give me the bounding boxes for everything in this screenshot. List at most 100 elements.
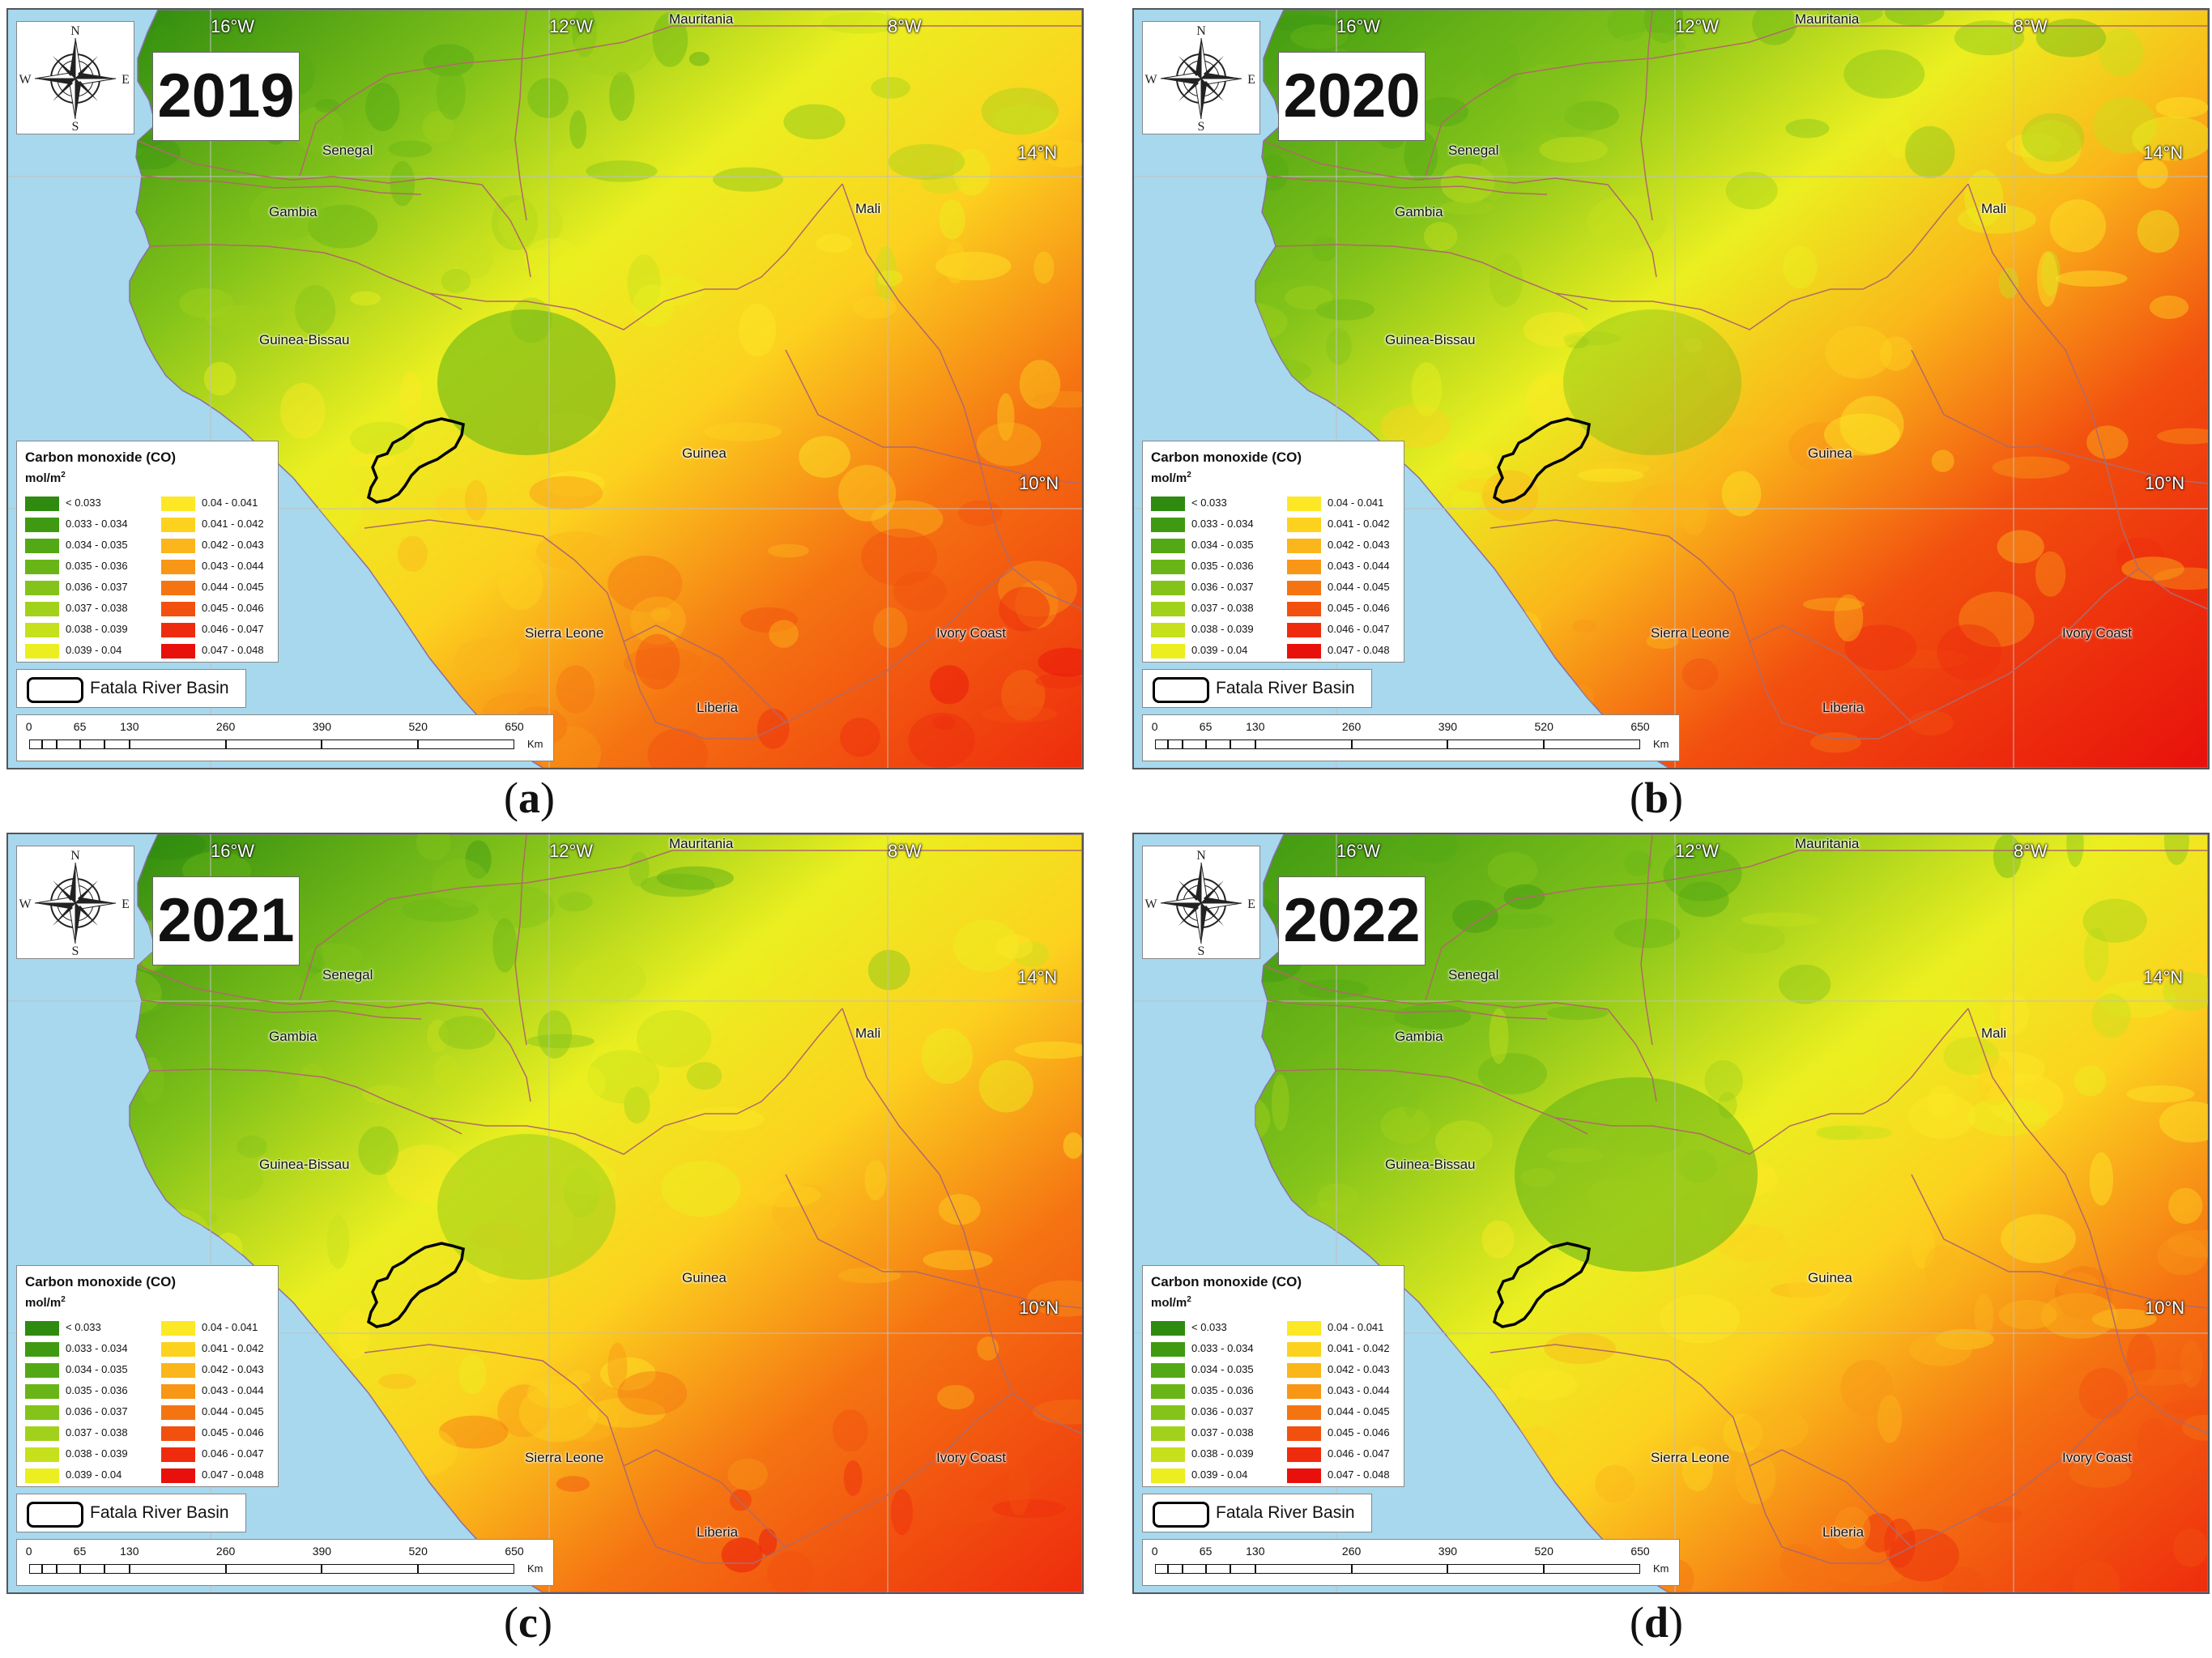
- country-border: [623, 1449, 786, 1548]
- country-border: [137, 965, 531, 1102]
- scale-tick-label: 520: [1534, 1545, 1554, 1558]
- country-border: [1749, 1449, 1912, 1548]
- country-label-mali: Mali: [1981, 1025, 2007, 1041]
- basin-symbol: [27, 1502, 83, 1528]
- scale-tick-label: 650: [505, 720, 524, 733]
- legend-class-label: 0.033 - 0.034: [66, 518, 128, 530]
- latitude-label-14n: 14°N: [1017, 143, 1058, 163]
- scale-segment: [1205, 1564, 1231, 1574]
- legend-swatch: [161, 560, 195, 574]
- country-label-gambia: Gambia: [1395, 1029, 1443, 1044]
- legend-class-label: 0.044 - 0.045: [1328, 1405, 1390, 1417]
- legend-class: 0.046 - 0.047: [1287, 621, 1417, 637]
- scale-tick-label: 390: [312, 720, 332, 733]
- country-border: [299, 850, 1082, 1001]
- scale-tick-label: 650: [1630, 1545, 1650, 1558]
- legend-swatch: [161, 1447, 195, 1462]
- basin-legend-label: Fatala River Basin: [90, 679, 229, 697]
- country-borders: [1263, 834, 2208, 1564]
- legend-class-label: 0.046 - 0.047: [202, 1447, 264, 1460]
- scale-segment: [41, 1564, 57, 1574]
- legend-class: 0.034 - 0.035: [25, 537, 155, 553]
- legend-class-label: < 0.033: [66, 1321, 101, 1333]
- legend-swatch: [1287, 644, 1321, 659]
- legend-class: 0.043 - 0.044: [1287, 1383, 1417, 1399]
- legend-class-label: 0.036 - 0.037: [1191, 1405, 1254, 1417]
- year-label: 2022: [1278, 876, 1426, 965]
- legend-class: 0.045 - 0.046: [161, 1425, 291, 1441]
- country-label-gambia: Gambia: [1395, 204, 1443, 220]
- scale-segment: [1205, 739, 1231, 749]
- legend-class: 0.046 - 0.047: [1287, 1446, 1417, 1462]
- basin-legend: Fatala River Basin: [1142, 1494, 1372, 1532]
- legend-class: 0.035 - 0.036: [1151, 1383, 1281, 1399]
- legend-swatch: [1287, 1426, 1321, 1441]
- scale-tick-label: 520: [408, 720, 428, 733]
- latitude-label-14n: 14°N: [2143, 143, 2184, 163]
- legend-class: 0.047 - 0.048: [161, 642, 291, 659]
- scale-bar: 0 65 130 260 390 520 650 Km: [16, 1539, 554, 1586]
- latitude-label-10n: 10°N: [2145, 1298, 2185, 1318]
- legend-class: 0.039 - 0.04: [25, 1467, 155, 1483]
- map-panel-2022: 16°W 12°W 8°W 14°N 10°N Mauritania Seneg…: [1132, 833, 2210, 1594]
- legend-class-label: 0.037 - 0.038: [1191, 602, 1254, 614]
- legend-class: 0.038 - 0.039: [1151, 1446, 1281, 1462]
- scale-segment: [1167, 1564, 1183, 1574]
- legend-class: 0.047 - 0.048: [1287, 1467, 1417, 1483]
- legend-title: Carbon monoxide (CO): [1151, 1274, 1302, 1289]
- legend-swatch: [1151, 581, 1185, 595]
- legend-swatch: [1151, 518, 1185, 532]
- scale-tick-label: 65: [73, 1545, 87, 1558]
- north-arrow: N S E W: [16, 21, 134, 134]
- scale-segment: [1230, 1564, 1255, 1574]
- country-label-guinea: Guinea: [682, 1270, 727, 1285]
- legend-class: 0.047 - 0.048: [1287, 642, 1417, 659]
- country-label-sierra-leone: Sierra Leone: [1651, 1450, 1730, 1465]
- country-label-liberia: Liberia: [697, 700, 739, 715]
- year-label: 2021: [152, 876, 300, 965]
- legend-class-label: 0.033 - 0.034: [66, 1342, 128, 1354]
- legend-swatch: [161, 539, 195, 553]
- scale-tick-label: 390: [1438, 1545, 1458, 1558]
- north-arrow: N S E W: [16, 846, 134, 959]
- longitude-label-16w: 16°W: [1336, 16, 1381, 36]
- scale-tick-label: 65: [1199, 720, 1213, 733]
- country-border: [1749, 624, 1912, 723]
- country-border: [1275, 1068, 1588, 1135]
- longitude-label-16w: 16°W: [1336, 841, 1381, 861]
- legend-class-label: 0.033 - 0.034: [1191, 518, 1254, 530]
- compass-north-label: N: [1196, 24, 1206, 38]
- country-border: [1640, 10, 1653, 221]
- legend-title: Carbon monoxide (CO): [25, 450, 177, 465]
- legend-class: 0.044 - 0.045: [1287, 579, 1417, 595]
- north-arrow: N S E W: [1142, 21, 1260, 134]
- compass-north-label: N: [1196, 849, 1206, 863]
- scale-segment: [418, 739, 514, 749]
- country-label-senegal: Senegal: [1448, 967, 1499, 982]
- co-legend: Carbon monoxide (CO) mol/m2 < 0.033 0.033…: [16, 1265, 279, 1487]
- legend-class-label: 0.046 - 0.047: [1328, 623, 1390, 635]
- legend-class: 0.033 - 0.034: [25, 516, 155, 532]
- legend-class-label: 0.035 - 0.036: [66, 560, 128, 572]
- scale-segment: [28, 739, 42, 749]
- legend-class: 0.039 - 0.04: [1151, 642, 1281, 659]
- legend-swatch: [1151, 497, 1185, 511]
- country-label-mauritania: Mauritania: [1795, 11, 1860, 27]
- scale-unit: Km: [527, 738, 543, 750]
- country-label-ivory-coast: Ivory Coast: [936, 1450, 1006, 1465]
- scale-segment: [41, 739, 57, 749]
- country-label-guinea-bissau: Guinea-Bissau: [1385, 1157, 1476, 1172]
- country-label-ivory-coast: Ivory Coast: [936, 625, 1006, 641]
- legend-class-label: < 0.033: [1191, 497, 1227, 509]
- country-border: [979, 462, 1082, 610]
- scale-segment: [28, 1564, 42, 1574]
- scale-unit: Km: [1653, 738, 1669, 750]
- legend-class: 0.035 - 0.036: [25, 1383, 155, 1399]
- country-border: [1640, 834, 1653, 1046]
- scale-segment: [322, 739, 419, 749]
- scale-segment: [1230, 739, 1255, 749]
- country-border: [149, 1068, 462, 1135]
- legend-swatch: [25, 644, 59, 659]
- map-panel-2021: 16°W 12°W 8°W 14°N 10°N Mauritania Seneg…: [6, 833, 1084, 1594]
- year-label: 2019: [152, 52, 300, 141]
